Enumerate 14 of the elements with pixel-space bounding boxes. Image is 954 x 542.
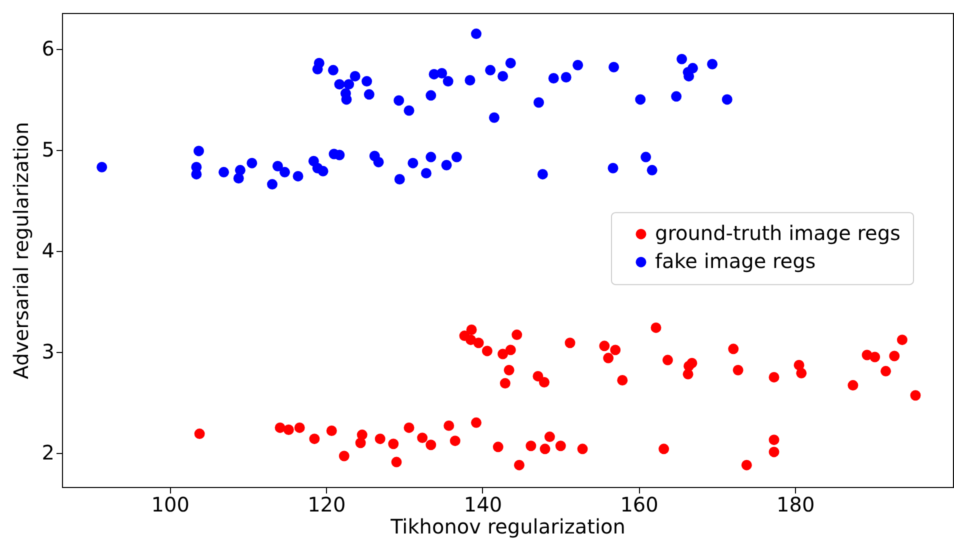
x-tick-label: 100 [151, 492, 190, 516]
y-tick-label: 3 [42, 339, 54, 364]
y-tick-label: 2 [42, 440, 54, 464]
legend-label: ground-truth image regs [655, 221, 900, 246]
y-tick-label: 4 [42, 238, 54, 262]
legend-label: fake image regs [655, 249, 816, 274]
x-tick-label: 160 [620, 492, 658, 516]
x-tick-label: 180 [776, 492, 815, 516]
y-axis-title: Adversarial regularization [8, 122, 33, 380]
x-axis-title: Tikhonov regularization [390, 514, 626, 538]
x-tick-label: 140 [464, 492, 502, 516]
x-tick-label: 120 [308, 492, 346, 516]
y-tick-label: 5 [42, 137, 54, 162]
y-tick-label: 6 [42, 36, 54, 60]
